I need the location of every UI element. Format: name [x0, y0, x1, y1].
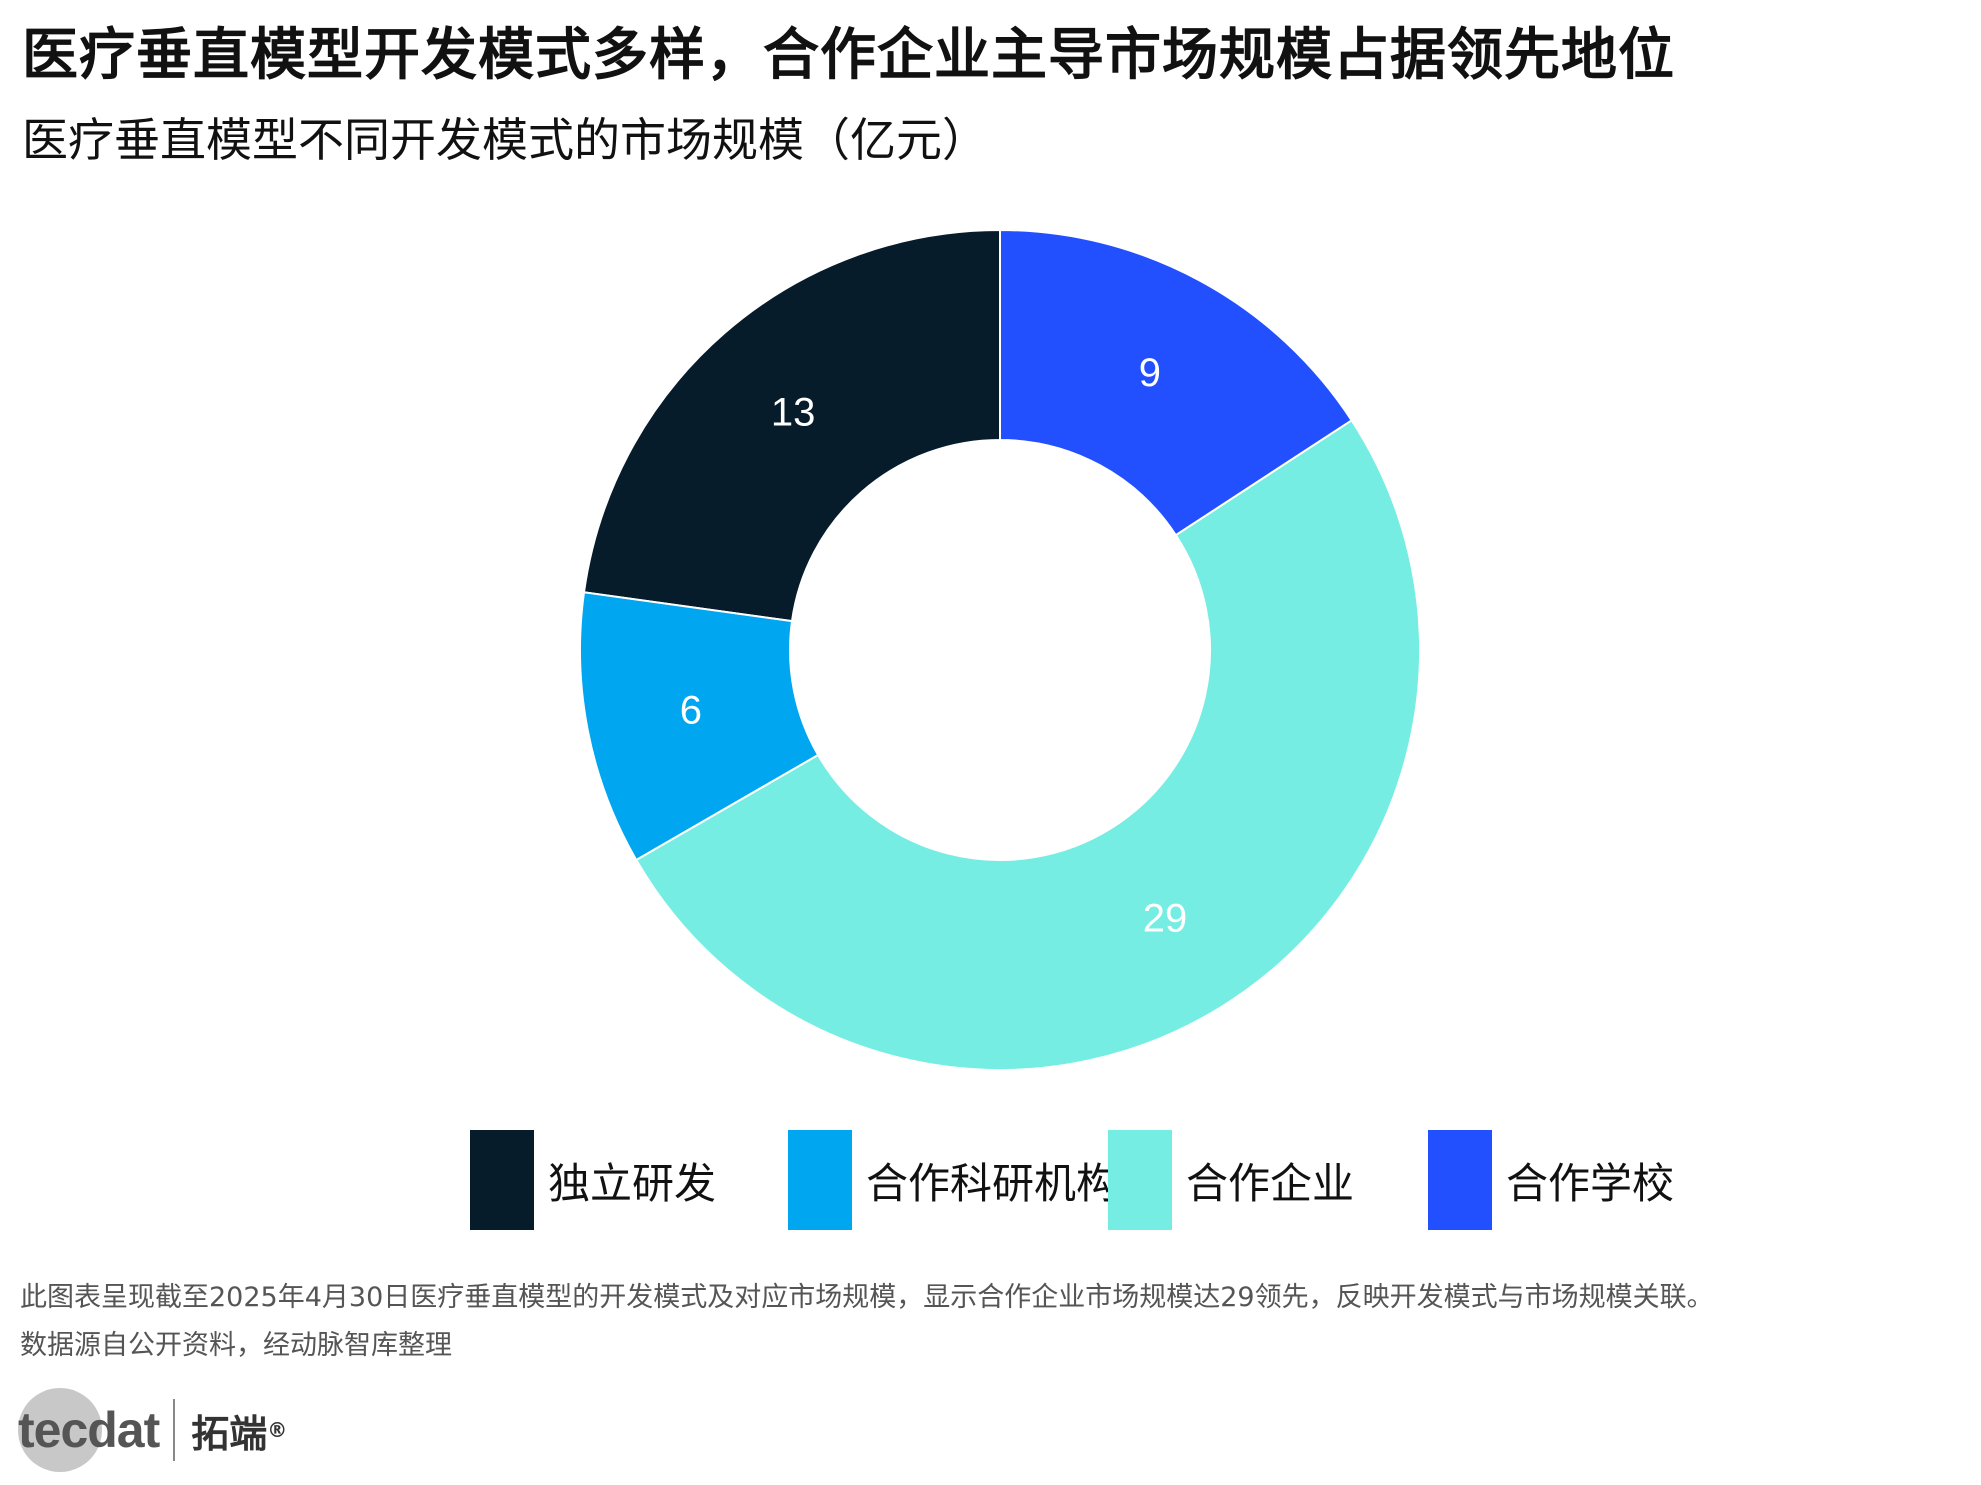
- slice-value-label-enterprise: 29: [1143, 896, 1188, 940]
- legend-item-school: 合作学校: [1428, 1130, 1674, 1230]
- logo-brand: tecdat: [18, 1402, 160, 1458]
- footnote: 此图表呈现截至2025年4月30日医疗垂直模型的开发模式及对应市场规模，显示合作…: [20, 1282, 1714, 1313]
- source-note: 数据源自公开资料，经动脉智库整理: [20, 1330, 452, 1361]
- donut-slice-enterprise: [634, 418, 1421, 1071]
- donut-slice-research-institute: [579, 591, 820, 862]
- legend-swatch-independent: [470, 1130, 534, 1230]
- donut-chart: 13 6 29 9: [579, 228, 1421, 1071]
- legend-swatch-school: [1428, 1130, 1492, 1230]
- donut-slice-school: [999, 228, 1353, 537]
- logo-circle: [18, 1388, 102, 1472]
- legend-swatch-enterprise: [1108, 1130, 1172, 1230]
- logo-cn-name: 拓端: [191, 1411, 268, 1456]
- legend-item-independent: 独立研发: [470, 1130, 716, 1230]
- logo-divider: [173, 1399, 176, 1461]
- legend-label-enterprise: 合作企业: [1186, 1158, 1355, 1208]
- slice-value-label-independent: 13: [771, 390, 816, 434]
- legend-item-research-institute: 合作科研机构: [788, 1130, 1118, 1230]
- chart-legend: 独立研发 合作科研机构 合作企业 合作学校: [470, 1130, 1770, 1230]
- legend-swatch-research-institute: [788, 1130, 852, 1230]
- logo-registered-mark: ®: [267, 1418, 288, 1442]
- chart-subtitle: 医疗垂直模型不同开发模式的市场规模（亿元）: [22, 113, 988, 167]
- legend-label-school: 合作学校: [1506, 1158, 1675, 1208]
- tecdat-logo: tecdat 拓端 ®: [18, 1385, 287, 1475]
- legend-item-enterprise: 合作企业: [1108, 1130, 1354, 1230]
- slice-value-label-school: 9: [1139, 351, 1161, 395]
- donut-slice-independent: [582, 228, 1001, 623]
- chart-title: 医疗垂直模型开发模式多样，合作企业主导市场规模占据领先地位: [22, 23, 1675, 88]
- slice-value-label-research-institute: 6: [680, 688, 702, 732]
- legend-label-research-institute: 合作科研机构: [866, 1158, 1119, 1208]
- legend-label-independent: 独立研发: [548, 1158, 717, 1208]
